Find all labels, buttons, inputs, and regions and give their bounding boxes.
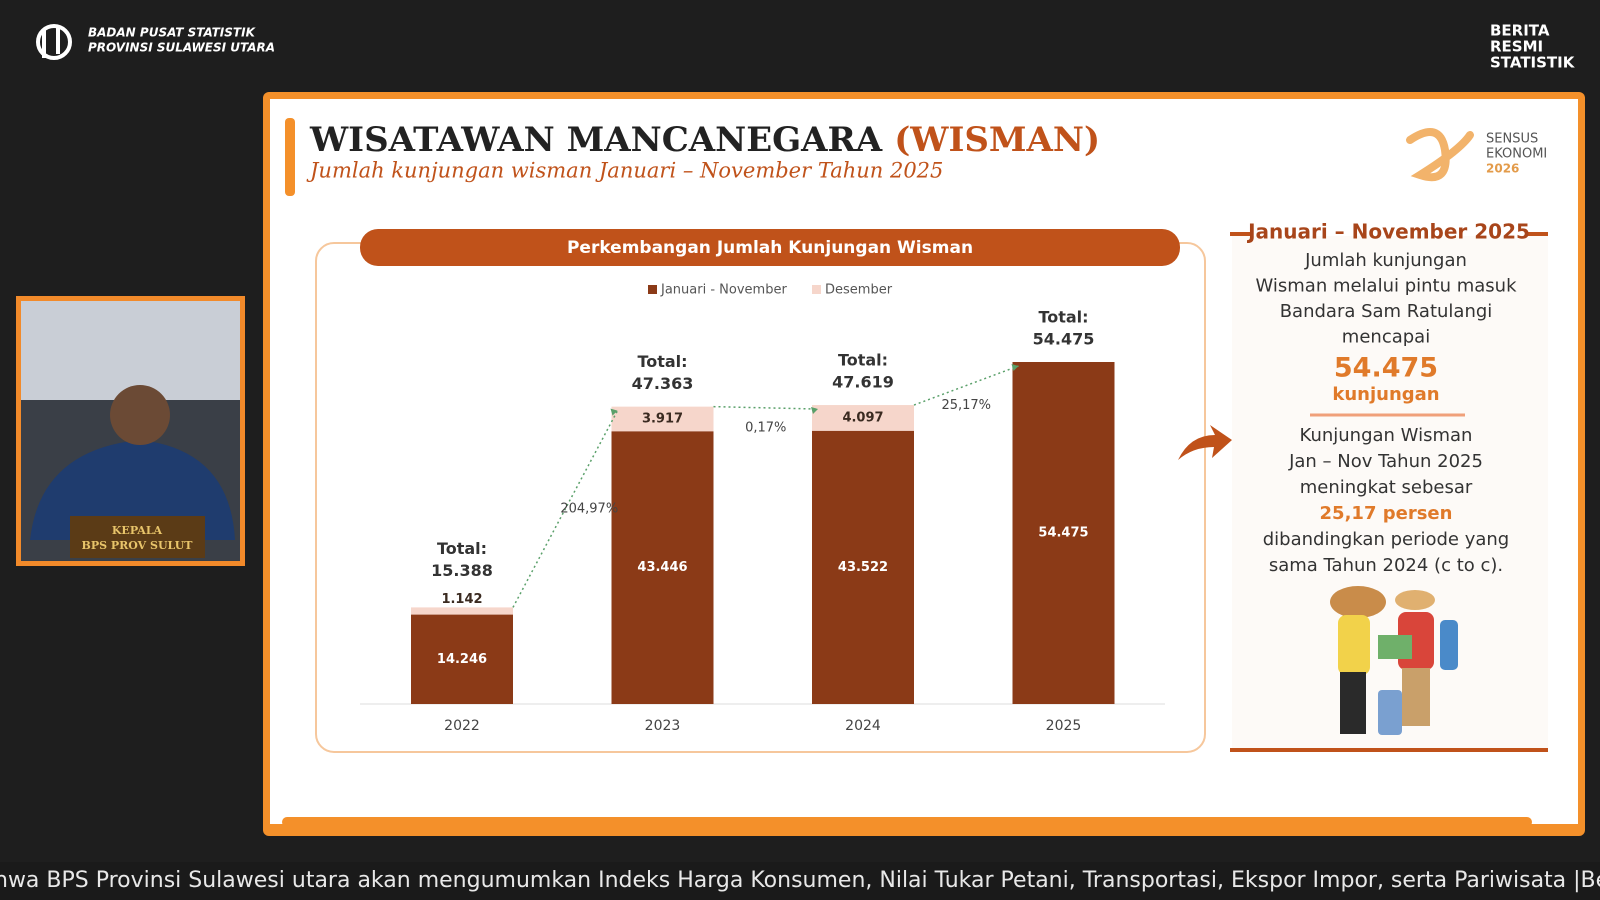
brand: BERITA	[1490, 22, 1550, 40]
legend-swatch	[648, 285, 657, 294]
slide-title: WISATAWAN MANCANEGARA (WISMAN)	[309, 120, 1100, 160]
total-label: 54.475	[1033, 330, 1095, 349]
org-name: BADAN PUSAT STATISTIK	[88, 26, 257, 40]
growth-arrowhead	[1011, 364, 1019, 371]
bar-segment	[611, 406, 714, 432]
total-prefix: Total:	[437, 539, 487, 558]
value-label: 1.142	[441, 592, 482, 607]
value-label: 43.522	[838, 560, 888, 575]
growth-arrow	[512, 410, 619, 608]
bar-segment	[812, 430, 914, 704]
arrow	[1178, 425, 1232, 460]
bps-logo	[36, 24, 72, 60]
bar-segment	[611, 431, 714, 704]
brand: RESMI	[1490, 38, 1543, 56]
bar-segment	[411, 607, 513, 615]
x-tick-label: 2023	[645, 718, 681, 734]
value-label: 43.446	[637, 560, 687, 575]
sidebar-line: Wisman melalui pintu masuk	[1255, 276, 1517, 297]
title-accent: (WISMAN)	[894, 120, 1100, 160]
total-label: 15.388	[431, 561, 493, 580]
chart-title: Perkembangan Jumlah Kunjungan Wisman	[567, 238, 973, 258]
total-prefix: Total:	[637, 352, 687, 371]
sidebar-line: mencapai	[1342, 327, 1430, 348]
legend-label: Desember	[825, 283, 893, 298]
logo-text: EKONOMI	[1486, 147, 1547, 162]
title-main: WISATAWAN MANCANEGARA	[309, 120, 883, 160]
growth-arrow	[913, 365, 1019, 406]
highlight: 54.475	[1334, 353, 1438, 384]
growth-arrowhead	[610, 408, 618, 416]
growth-label: 0,17%	[745, 420, 786, 435]
slide-subtitle: Jumlah kunjungan wisman Januari – Novemb…	[306, 159, 943, 183]
webcam-person	[30, 440, 235, 540]
value-label: 54.475	[1038, 526, 1088, 541]
title-accent-bar	[285, 118, 295, 196]
x-tick-label: 2025	[1046, 718, 1082, 734]
sidebar-line: sama Tahun 2024 (c to c).	[1269, 555, 1503, 576]
value-label: 4.097	[842, 410, 883, 425]
illustration	[1330, 586, 1458, 735]
sidebar-text: Jumlah kunjungan Wisman melalui pintu mas…	[1255, 250, 1517, 576]
bar-segment	[411, 614, 513, 704]
chart-title-pill	[360, 229, 1180, 266]
sidebar-heading: Januari – November 2025	[1246, 220, 1530, 244]
growth-highlight: 25,17 persen	[1320, 503, 1453, 524]
webcam-head	[110, 385, 170, 445]
legend-label: Januari - November	[660, 283, 787, 298]
sidebar-line: Kunjungan Wisman	[1300, 425, 1473, 446]
total-prefix: Total:	[838, 351, 888, 370]
slide-footer-bar	[282, 817, 1532, 827]
sensus-logo	[1406, 128, 1474, 182]
bar-segment	[1012, 362, 1115, 704]
logo-text: SENSUS	[1486, 132, 1538, 147]
brand: STATISTIK	[1490, 54, 1576, 72]
sidebar	[1232, 236, 1548, 750]
logo-text: 2026	[1486, 162, 1519, 176]
growth-arrowhead	[811, 407, 818, 415]
legend-swatch	[812, 285, 821, 294]
total-label: 47.619	[832, 373, 894, 392]
sidebar-line: Jumlah kunjungan	[1304, 250, 1467, 271]
sidebar-line: Bandara Sam Ratulangi	[1280, 301, 1493, 322]
bar-segment	[812, 405, 914, 431]
x-tick-label: 2022	[444, 718, 480, 734]
total-prefix: Total:	[1038, 308, 1088, 327]
growth-label: 204,97%	[560, 502, 618, 517]
total-label: 47.363	[632, 374, 694, 393]
value-label: 14.246	[437, 652, 487, 667]
sidebar-line: Jan – Nov Tahun 2025	[1288, 451, 1483, 472]
org-name: PROVINSI SULAWESI UTARA	[88, 41, 275, 55]
nameplate-text: BPS PROV SULUT	[82, 539, 194, 552]
x-tick-label: 2024	[845, 718, 881, 734]
sidebar-line: dibandingkan periode yang	[1263, 529, 1509, 550]
value-label: 3.917	[642, 411, 683, 426]
ticker: hwa BPS Provinsi Sulawesi utara akan men…	[0, 868, 1600, 893]
nameplate-text: KEPALA	[112, 524, 163, 537]
sidebar-line: meningkat sebesar	[1300, 477, 1473, 498]
ticker-bar	[0, 862, 1600, 900]
growth-label: 25,17%	[941, 398, 991, 413]
highlight-unit: kunjungan	[1332, 384, 1439, 405]
nameplate	[70, 516, 205, 558]
chart: Januari - November Desember 14.246 1.142 Tot…	[411, 283, 1115, 734]
